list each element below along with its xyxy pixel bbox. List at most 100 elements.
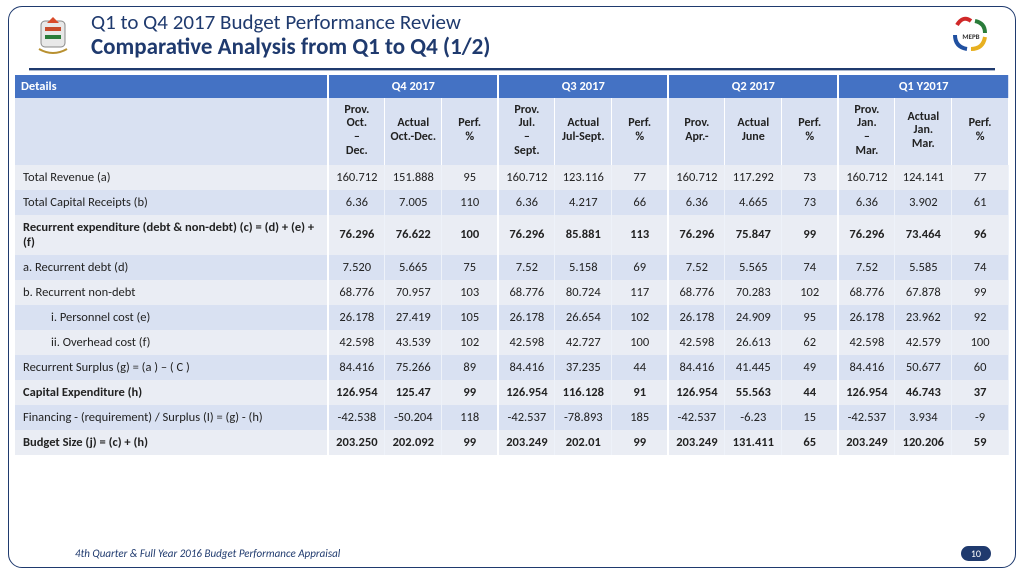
table-row: Total Capital Receipts (b)6.367.0051106.…: [15, 190, 1009, 215]
cell: 60: [952, 355, 1009, 380]
cell: 49: [782, 355, 839, 380]
cell: 203.250: [328, 430, 385, 455]
cell: 76.296: [328, 215, 385, 255]
cell: 151.888: [385, 165, 442, 190]
cell: 99: [442, 430, 499, 455]
cell: 77: [612, 165, 669, 190]
cell: 95: [442, 165, 499, 190]
cell: 77: [952, 165, 1009, 190]
subheader-cell: Perf.%: [782, 98, 839, 165]
row-label: Financing - (requirement) / Surplus (I) …: [15, 405, 328, 430]
cell: 102: [612, 305, 669, 330]
cell: 99: [952, 280, 1009, 305]
subheader-cell: Perf.%: [952, 98, 1009, 165]
cell: 42.579: [895, 330, 952, 355]
cell: 67.878: [895, 280, 952, 305]
cell: -50.204: [385, 405, 442, 430]
cell: 75.266: [385, 355, 442, 380]
row-label: Budget Size (j) = (c) + (h): [15, 430, 328, 455]
cell: 76.296: [668, 215, 725, 255]
row-label: Recurrent expenditure (debt & non-debt) …: [15, 215, 328, 255]
table-row: b. Recurrent non-debt68.77670.95710368.7…: [15, 280, 1009, 305]
cell: 61: [952, 190, 1009, 215]
cell: 84.416: [838, 355, 895, 380]
mepb-logo-icon: MEPB: [947, 15, 995, 57]
table-row: i. Personnel cost (e)26.17827.41910526.1…: [15, 305, 1009, 330]
footer-text: 4th Quarter & Full Year 2016 Budget Perf…: [75, 547, 340, 560]
table-row: ii. Overhead cost (f)42.59843.53910242.5…: [15, 330, 1009, 355]
col-q2: Q2 2017: [668, 75, 838, 98]
page-title-line1: Q1 to Q4 2017 Budget Performance Review: [91, 11, 933, 34]
cell: 116.128: [555, 380, 612, 405]
cell: 46.743: [895, 380, 952, 405]
cell: 26.178: [498, 305, 555, 330]
row-label: Recurrent Surplus (g) = (a ) – ( C ): [15, 355, 328, 380]
cell: 126.954: [668, 380, 725, 405]
cell: 50.677: [895, 355, 952, 380]
col-q3: Q3 2017: [498, 75, 668, 98]
cell: -78.893: [555, 405, 612, 430]
page-title-line2: Comparative Analysis from Q1 to Q4 (1/2): [91, 34, 933, 62]
cell: 73: [782, 190, 839, 215]
cell: 99: [612, 430, 669, 455]
cell: 76.296: [838, 215, 895, 255]
table-row: Budget Size (j) = (c) + (h)203.250202.09…: [15, 430, 1009, 455]
cell: 68.776: [668, 280, 725, 305]
cell: 6.36: [668, 190, 725, 215]
cell: 117.292: [725, 165, 782, 190]
cell: 66: [612, 190, 669, 215]
cell: 126.954: [498, 380, 555, 405]
subheader-cell: Prov.Apr.-: [668, 98, 725, 165]
cell: 70.957: [385, 280, 442, 305]
cell: 202.092: [385, 430, 442, 455]
row-label: Capital Expenditure (h): [15, 380, 328, 405]
cell: 203.249: [498, 430, 555, 455]
cell: 68.776: [838, 280, 895, 305]
cell: 5.158: [555, 255, 612, 280]
subheader-cell: Perf.%: [612, 98, 669, 165]
cell: -9: [952, 405, 1009, 430]
cell: 26.178: [838, 305, 895, 330]
row-label: ii. Overhead cost (f): [15, 330, 328, 355]
table-row: Capital Expenditure (h)126.954125.479912…: [15, 380, 1009, 405]
cell: 113: [612, 215, 669, 255]
cell: -42.537: [498, 405, 555, 430]
cell: 5.665: [385, 255, 442, 280]
cell: 75: [442, 255, 499, 280]
table-row: Financing - (requirement) / Surplus (I) …: [15, 405, 1009, 430]
table-row: Recurrent expenditure (debt & non-debt) …: [15, 215, 1009, 255]
cell: 74: [952, 255, 1009, 280]
cell: 110: [442, 190, 499, 215]
cell: 42.598: [328, 330, 385, 355]
cell: 120.206: [895, 430, 952, 455]
lagos-crest-icon: [29, 15, 77, 57]
cell: -42.538: [328, 405, 385, 430]
cell: 37.235: [555, 355, 612, 380]
row-label: i. Personnel cost (e): [15, 305, 328, 330]
cell: 160.712: [838, 165, 895, 190]
row-label: a. Recurrent debt (d): [15, 255, 328, 280]
cell: 84.416: [328, 355, 385, 380]
cell: 62: [782, 330, 839, 355]
header: Q1 to Q4 2017 Budget Performance Review …: [9, 7, 1015, 64]
cell: 26.654: [555, 305, 612, 330]
table-row: Total Revenue (a)160.712151.88895160.712…: [15, 165, 1009, 190]
cell: 76.296: [498, 215, 555, 255]
cell: 203.249: [838, 430, 895, 455]
cell: 41.445: [725, 355, 782, 380]
subheader-cell: Perf.%: [442, 98, 499, 165]
cell: 131.411: [725, 430, 782, 455]
col-q1: Q1 Y2017: [838, 75, 1008, 98]
cell: -42.537: [838, 405, 895, 430]
cell: 6.36: [498, 190, 555, 215]
comparative-table: Details Q4 2017 Q3 2017 Q2 2017 Q1 Y2017…: [15, 75, 1009, 455]
footer: 4th Quarter & Full Year 2016 Budget Perf…: [9, 546, 1015, 561]
subheader-cell: ActualJul-Sept.: [555, 98, 612, 165]
cell: 4.665: [725, 190, 782, 215]
cell: 91: [612, 380, 669, 405]
cell: 102: [782, 280, 839, 305]
cell: 125.47: [385, 380, 442, 405]
col-q4: Q4 2017: [328, 75, 498, 98]
cell: 100: [952, 330, 1009, 355]
cell: 160.712: [328, 165, 385, 190]
